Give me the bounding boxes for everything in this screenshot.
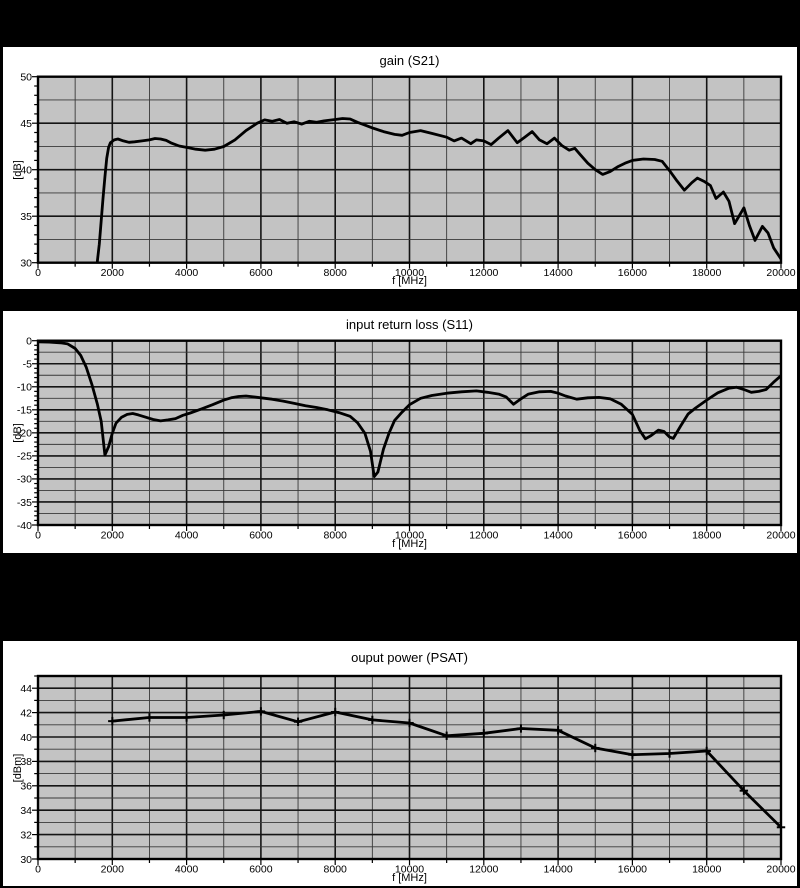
- return-loss-s11-plot: 0 2000 4000 6000 8000 10000 12000 14000 16000 180…: [17, 336, 796, 542]
- gain-s21-plot: 0 2000 4000 6000 8000 10000 12000 14000 16000 180…: [20, 72, 795, 280]
- svg-text:4000: 4000: [175, 267, 199, 279]
- y-axis-unit-label-return-loss: [dB]: [12, 423, 24, 443]
- svg-text:2000: 2000: [101, 530, 125, 542]
- svg-text:-25: -25: [17, 451, 32, 463]
- svg-text:20000: 20000: [766, 267, 795, 279]
- svg-text:40: 40: [20, 732, 32, 744]
- svg-text:16000: 16000: [618, 267, 647, 279]
- svg-text:32: 32: [20, 829, 32, 841]
- y-axis-unit-label-gain: [dB]: [12, 160, 24, 180]
- svg-text:0: 0: [26, 336, 32, 348]
- svg-text:6000: 6000: [249, 864, 273, 876]
- svg-text:0: 0: [35, 864, 41, 876]
- tick-labels: 0 2000 4000 6000 8000 10000 12000 14000 16000 180…: [20, 683, 795, 876]
- gridlines: [38, 676, 781, 859]
- svg-text:10000: 10000: [395, 864, 424, 876]
- svg-text:18000: 18000: [692, 530, 721, 542]
- axis-ticks: [32, 76, 782, 269]
- svg-text:16000: 16000: [618, 530, 647, 542]
- svg-text:38: 38: [20, 756, 32, 768]
- x-axis-label-return-loss: f [MHz]: [392, 538, 427, 550]
- svg-text:45: 45: [20, 118, 32, 130]
- svg-text:6000: 6000: [249, 267, 273, 279]
- svg-text:36: 36: [20, 781, 32, 793]
- output-power-psat-plot: 0 2000 4000 6000 8000 10000 12000 14000 16000 180…: [20, 674, 796, 876]
- svg-text:16000: 16000: [618, 864, 647, 876]
- svg-text:2000: 2000: [101, 864, 125, 876]
- tick-labels: 0 2000 4000 6000 8000 10000 12000 14000 16000 180…: [17, 336, 796, 542]
- data-curve: [38, 340, 781, 478]
- svg-text:10000: 10000: [395, 530, 424, 542]
- svg-text:50: 50: [20, 72, 32, 84]
- svg-text:12000: 12000: [469, 267, 498, 279]
- svg-text:-15: -15: [17, 405, 32, 417]
- svg-text:18000: 18000: [692, 864, 721, 876]
- svg-text:-30: -30: [17, 474, 32, 486]
- svg-text:12000: 12000: [469, 864, 498, 876]
- axis-ticks: [32, 675, 782, 865]
- svg-text:44: 44: [20, 683, 32, 695]
- svg-text:10000: 10000: [395, 267, 424, 279]
- svg-text:4000: 4000: [175, 864, 199, 876]
- y-axis-unit-label-output-power: [dBm]: [12, 753, 24, 783]
- x-axis-label-output-power: f [MHz]: [392, 872, 427, 884]
- svg-text:14000: 14000: [543, 864, 572, 876]
- tick-labels: 0 2000 4000 6000 8000 10000 12000 14000 16000 180…: [20, 72, 795, 280]
- svg-text:-5: -5: [23, 359, 32, 371]
- svg-text:30: 30: [20, 258, 32, 270]
- svg-text:14000: 14000: [543, 267, 572, 279]
- svg-text:-40: -40: [17, 520, 32, 532]
- data-curve: [95, 117, 781, 263]
- svg-text:-35: -35: [17, 497, 32, 509]
- chart-title-gain-s21: gain (S21): [379, 53, 440, 68]
- gridlines: [38, 76, 781, 263]
- svg-text:0: 0: [35, 267, 41, 279]
- svg-text:0: 0: [35, 530, 41, 542]
- gridlines: [38, 340, 781, 525]
- svg-text:8000: 8000: [324, 530, 348, 542]
- plot-frame: [36, 674, 783, 861]
- chart-panel-output-power-psat: 0 2000 4000 6000 8000 10000 12000 14000 16000 180…: [3, 641, 797, 886]
- svg-text:-10: -10: [17, 382, 32, 394]
- x-axis-label-gain: f [MHz]: [392, 275, 427, 287]
- chart-title-output-power-psat: ouput power (PSAT): [351, 650, 468, 665]
- axis-ticks: [32, 340, 782, 531]
- svg-text:8000: 8000: [324, 864, 348, 876]
- svg-text:8000: 8000: [324, 267, 348, 279]
- svg-text:30: 30: [20, 854, 32, 866]
- svg-text:42: 42: [20, 707, 32, 719]
- svg-text:2000: 2000: [101, 267, 125, 279]
- chart-panel-gain-s21: 0 2000 4000 6000 8000 10000 12000 14000 16000 180…: [3, 47, 797, 289]
- chart-panel-return-loss-s11: 0 2000 4000 6000 8000 10000 12000 14000 16000 180…: [3, 311, 797, 553]
- chart-title-return-loss-s11: input return loss (S11): [346, 317, 473, 332]
- plot-frame: [36, 339, 783, 527]
- svg-text:40: 40: [20, 165, 32, 177]
- svg-text:14000: 14000: [543, 530, 572, 542]
- svg-text:20000: 20000: [766, 530, 795, 542]
- svg-text:34: 34: [20, 805, 32, 817]
- svg-text:-20: -20: [17, 428, 32, 440]
- svg-text:4000: 4000: [175, 530, 199, 542]
- svg-text:20000: 20000: [766, 864, 795, 876]
- svg-text:18000: 18000: [692, 267, 721, 279]
- svg-text:35: 35: [20, 211, 32, 223]
- svg-text:6000: 6000: [249, 530, 273, 542]
- plot-frame: [36, 75, 783, 264]
- svg-text:12000: 12000: [469, 530, 498, 542]
